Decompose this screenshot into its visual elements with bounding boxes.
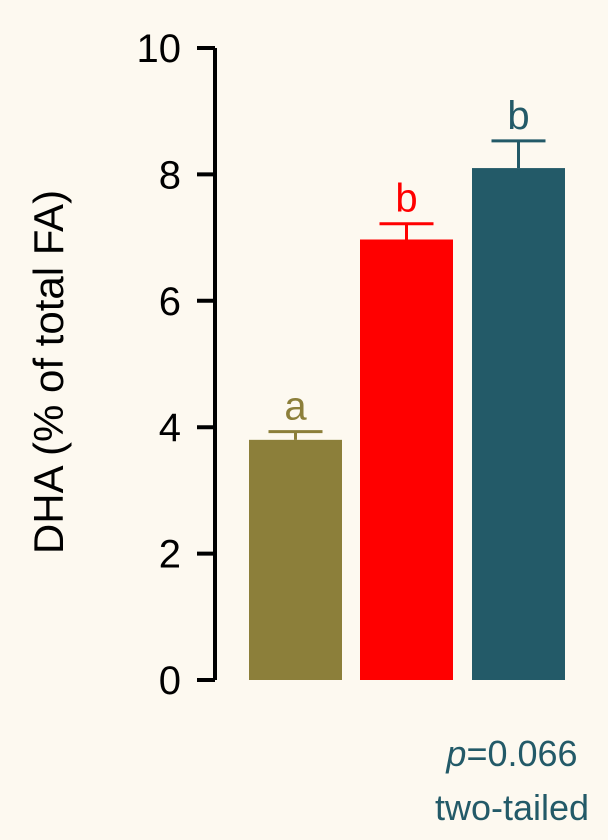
significance-label: b: [507, 94, 529, 138]
bar: [472, 168, 565, 680]
p-value: =0.066: [466, 733, 577, 774]
bar: [360, 239, 453, 680]
y-tick-label: 8: [159, 153, 181, 197]
y-tick-label: 10: [137, 27, 182, 71]
y-tick-label: 6: [159, 280, 181, 324]
bar: [249, 439, 342, 680]
test-type-annotation: two-tailed: [435, 787, 589, 828]
significance-label: b: [395, 177, 417, 221]
bars: a b b: [249, 94, 565, 680]
y-axis-label: DHA (% of total FA): [25, 190, 72, 554]
p-symbol: p: [445, 733, 466, 774]
y-tick-label: 0: [159, 659, 181, 703]
p-value-annotation: p=0.066: [445, 733, 577, 774]
y-tick-label: 2: [159, 533, 181, 577]
y-axis: 0 2 4 6 8 10: [137, 27, 217, 703]
y-tick-label: 4: [159, 406, 181, 450]
significance-label: a: [284, 385, 307, 429]
